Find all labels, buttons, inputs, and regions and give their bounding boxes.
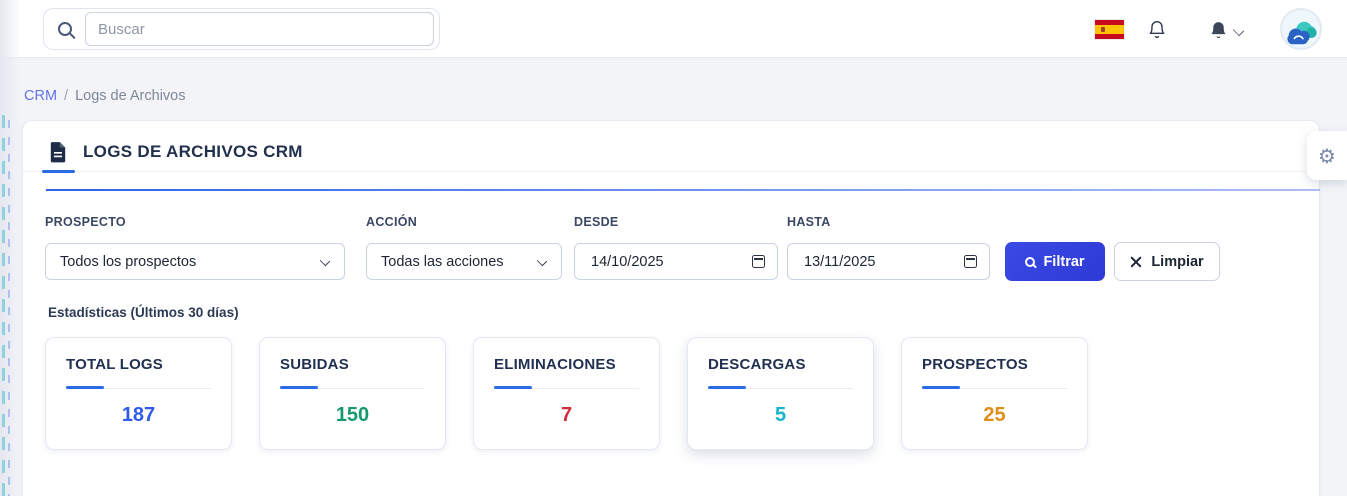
calendar-icon[interactable]: [752, 255, 765, 268]
stat-label: SUBIDAS: [280, 356, 349, 373]
breadcrumb-link-crm[interactable]: CRM: [24, 88, 58, 104]
desde-date-input[interactable]: 14/10/2025: [574, 243, 778, 280]
stat-underline: [66, 386, 211, 389]
search-button[interactable]: [44, 9, 85, 49]
prospecto-label: PROSPECTO: [45, 215, 126, 229]
chevron-down-icon: [536, 255, 548, 267]
bell-filled-icon: [1211, 21, 1225, 38]
filter-button-label: Filtrar: [1043, 253, 1085, 270]
gradient-divider: [46, 189, 1320, 191]
stat-value: 25: [983, 404, 1006, 426]
user-avatar-button[interactable]: [1280, 8, 1322, 50]
stat-underline: [494, 386, 639, 389]
notifications-button[interactable]: [1144, 17, 1170, 43]
stat-value: 7: [560, 404, 573, 426]
prospecto-select[interactable]: Todos los prospectos: [45, 243, 345, 280]
hasta-date-value: 13/11/2025: [804, 253, 876, 270]
calendar-icon[interactable]: [964, 255, 977, 268]
stat-label: DESCARGAS: [708, 356, 806, 373]
hasta-date-input[interactable]: 13/11/2025: [787, 243, 990, 280]
spain-flag-icon[interactable]: [1095, 20, 1124, 39]
search-group: [43, 8, 440, 50]
document-icon: [50, 142, 66, 163]
stat-label: ELIMINACIONES: [494, 356, 616, 373]
breadcrumb-current: Logs de Archivos: [75, 88, 186, 104]
stat-label: TOTAL LOGS: [66, 356, 164, 373]
page-title: LOGS DE ARCHIVOS CRM: [83, 142, 303, 161]
top-header-bar: [0, 0, 1347, 58]
breadcrumb: CRM / Logs de Archivos: [24, 88, 186, 104]
active-tab-indicator: [42, 170, 75, 173]
left-dashed-line-outer: [2, 115, 5, 496]
alerts-menu-button[interactable]: [1205, 17, 1231, 43]
gear-icon: ⚙: [1318, 143, 1336, 168]
accion-label: ACCIÓN: [366, 215, 418, 229]
accion-select[interactable]: Todas las acciones: [366, 243, 562, 280]
stat-card-total-logs: TOTAL LOGS 187: [45, 337, 232, 450]
filter-button[interactable]: Filtrar: [1005, 242, 1105, 281]
stat-underline: [922, 386, 1067, 389]
prospecto-select-value: Todos los prospectos: [60, 253, 197, 270]
desde-date-value: 14/10/2025: [591, 253, 664, 270]
stat-underline: [708, 386, 853, 389]
stat-card-prospectos: PROSPECTOS 25: [901, 337, 1088, 450]
card-header: LOGS DE ARCHIVOS CRM: [49, 139, 303, 165]
tab-strip: [23, 170, 1319, 173]
search-input[interactable]: [85, 12, 434, 46]
stat-label: PROSPECTOS: [922, 356, 1028, 373]
stat-card-eliminaciones: ELIMINACIONES 7: [473, 337, 660, 450]
desde-label: DESDE: [574, 215, 619, 229]
breadcrumb-separator: /: [64, 88, 69, 104]
accion-select-value: Todas las acciones: [381, 253, 504, 270]
chevron-down-icon[interactable]: [1232, 24, 1245, 37]
stat-card-descargas: DESCARGAS 5: [687, 337, 874, 450]
settings-button[interactable]: ⚙: [1307, 131, 1347, 180]
stat-value: 5: [774, 404, 787, 426]
clear-button-label: Limpiar: [1151, 253, 1204, 270]
stats-heading: Estadísticas (Últimos 30 días): [48, 305, 239, 320]
cloud-logo-icon: [1287, 21, 1317, 45]
search-icon: [57, 22, 72, 36]
left-dashed-line-inner: [8, 120, 10, 496]
stat-underline: [280, 386, 425, 389]
close-icon: [1130, 256, 1142, 268]
logs-card: LOGS DE ARCHIVOS CRM PROSPECTO Todos los…: [22, 120, 1320, 496]
stat-card-subidas: SUBIDAS 150: [259, 337, 446, 450]
hasta-label: HASTA: [787, 215, 831, 229]
search-icon: [1025, 256, 1036, 267]
chevron-down-icon: [319, 255, 331, 267]
stat-value: 150: [335, 404, 370, 426]
clear-button[interactable]: Limpiar: [1114, 242, 1220, 281]
bell-outline-icon: [1149, 21, 1165, 39]
stat-value: 187: [121, 404, 156, 426]
